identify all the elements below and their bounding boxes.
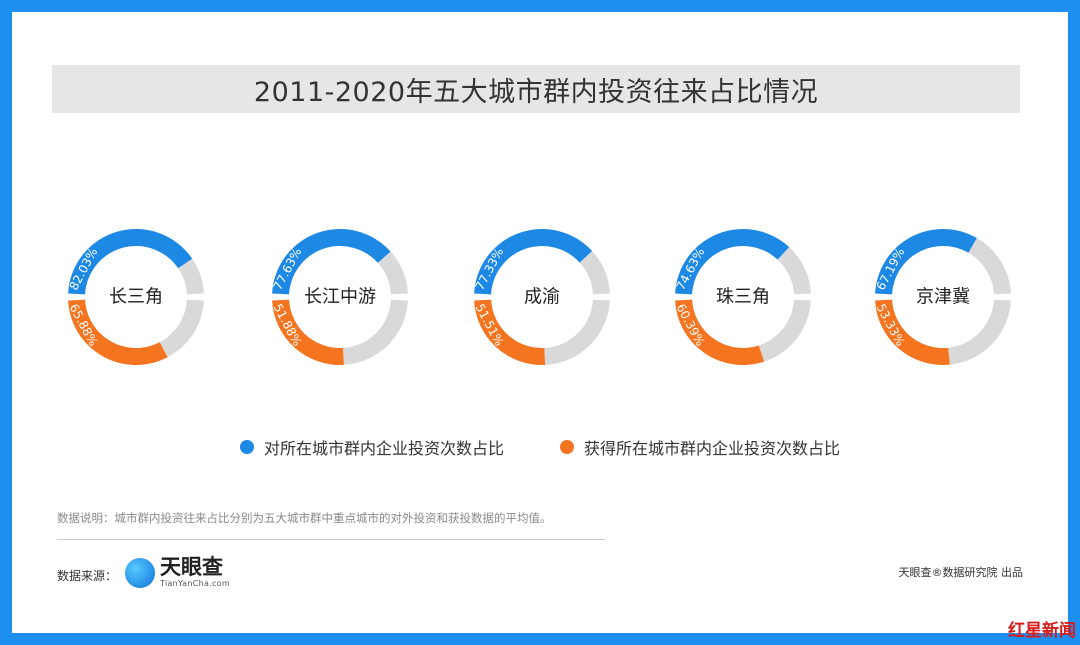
donut-1-inbound-rest-arc xyxy=(342,299,408,365)
data-note: 数据说明：城市群内投资往来占比分别为五大城市群中重点城市的对外投资和获投数据的平… xyxy=(57,511,552,525)
donut-3-outbound-rest-arc xyxy=(777,247,811,295)
donut-4-inbound-label: 53.33% xyxy=(874,301,908,348)
donut-4-category-label: 京津冀 xyxy=(916,287,970,308)
donut-1-inbound-arc xyxy=(272,299,344,365)
legend-item-inbound: 获得所在城市群内企业投资次数占比 xyxy=(560,435,840,459)
donut-4-outbound-arc xyxy=(875,228,977,295)
donut-2-inbound-arc xyxy=(474,299,546,365)
donut-3-inbound-rest-arc xyxy=(758,299,811,362)
donut-2-inbound-label: 51.51% xyxy=(473,301,507,348)
donut-0-outbound-rest-arc xyxy=(178,258,204,295)
donut-4-inbound-arc xyxy=(875,299,950,366)
donut-0-inbound-rest-arc xyxy=(159,299,204,358)
donut-0-inbound-arc xyxy=(68,299,168,366)
donut-4-inbound-rest-arc xyxy=(948,299,1011,365)
logo-icon xyxy=(125,557,155,588)
donut-3-category-label: 珠三角 xyxy=(716,287,770,308)
divider xyxy=(57,539,605,540)
corner-stamp-logo: 红星新闻 xyxy=(1008,621,1076,641)
donut-2-outbound-rest-arc xyxy=(579,251,610,295)
donut-0-category-label: 长三角 xyxy=(109,287,163,308)
source-label: 数据来源： xyxy=(57,569,118,583)
chart-title: 2011-2020年五大城市群内投资往来占比情况 xyxy=(253,76,819,108)
donut-1-inbound-label: 51.88% xyxy=(271,301,305,348)
legend-dot-inbound xyxy=(560,440,574,454)
donut-4-outbound-rest-arc xyxy=(968,238,1011,295)
legend: 对所在城市群内企业投资次数占比 获得所在城市群内企业投资次数占比 xyxy=(12,435,1068,459)
donut-3-inbound-arc xyxy=(675,299,765,366)
logo-url: TianYanCha.com xyxy=(160,579,230,588)
legend-label-inbound: 获得所在城市群内企业投资次数占比 xyxy=(584,439,841,458)
donut-3-outbound-arc xyxy=(675,229,790,295)
tianyancha-logo: 天眼查 TianYanCha.com xyxy=(125,557,230,588)
chart-frame: 2011-2020年五大城市群内投资往来占比情况 82.03% 65.88% 长三角… xyxy=(12,12,1068,633)
donut-1-outbound-rest-arc xyxy=(377,251,408,295)
legend-dot-outbound xyxy=(239,440,254,454)
donut-1-category-label: 长江中游 xyxy=(304,287,376,308)
donut-0-outbound-arc xyxy=(68,228,193,295)
donut-1-outbound-arc xyxy=(272,228,391,295)
donut-0-inbound-label: 65.88% xyxy=(67,301,101,348)
legend-item-outbound: 对所在城市群内企业投资次数占比 xyxy=(239,435,504,459)
donut-charts: 82.03%65.88%长三角77.63%51.88%长江中游77.33%51.… xyxy=(67,228,1011,366)
donut-2-inbound-rest-arc xyxy=(544,299,610,365)
credit-text: 天眼查®数据研究院 出品 xyxy=(898,566,1024,579)
donut-2-outbound-arc xyxy=(474,229,593,295)
title-bar: 2011-2020年五大城市群内投资往来占比情况 xyxy=(52,65,1020,113)
donut-3-inbound-label: 60.39% xyxy=(674,301,708,348)
donut-2-category-label: 成渝 xyxy=(524,287,560,308)
legend-label-outbound: 对所在城市群内企业投资次数占比 xyxy=(263,439,504,458)
logo-name: 天眼查 xyxy=(160,555,223,579)
